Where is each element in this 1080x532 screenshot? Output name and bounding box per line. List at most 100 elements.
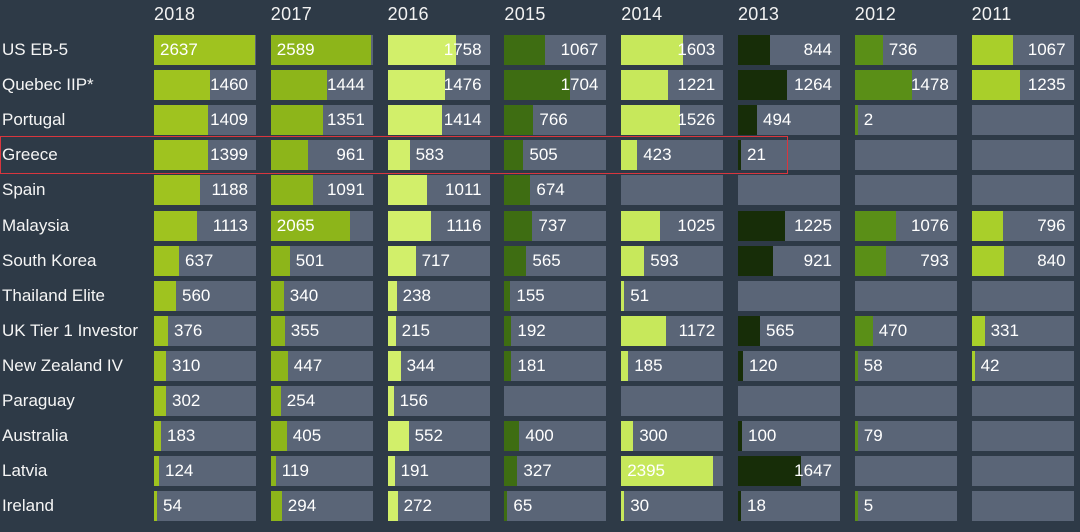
bar: [270, 210, 350, 241]
bar: [154, 350, 166, 381]
data-label: 552: [414, 426, 443, 446]
bar-track: [738, 175, 840, 206]
data-label: 124: [165, 461, 194, 481]
data-label: 58: [863, 355, 883, 375]
data-label: 674: [536, 180, 565, 200]
bar-track: [971, 386, 1074, 416]
bar: [504, 210, 533, 241]
year-label: 2015: [504, 4, 546, 24]
bar: [387, 70, 445, 101]
country-label: Australia: [2, 426, 69, 446]
bar-track: [621, 386, 724, 416]
data-label: 1444: [326, 75, 365, 95]
bar-track: 2: [854, 105, 957, 136]
bar: [621, 350, 629, 381]
bar-track: 501: [270, 245, 373, 276]
data-label: 1188: [211, 180, 248, 200]
bar-track: 191: [387, 456, 490, 487]
bar-track: 215: [387, 315, 490, 346]
data-label: 1113: [212, 215, 248, 235]
bar-track: [621, 175, 724, 206]
bar-track: 766: [504, 105, 607, 136]
data-label: 119: [281, 461, 309, 481]
bar: [854, 105, 858, 136]
country-label: Spain: [2, 180, 46, 200]
data-label: 120: [749, 355, 778, 375]
country-label: US EB-5: [2, 40, 69, 59]
bar: [154, 315, 168, 346]
data-label: 1025: [677, 215, 716, 235]
data-label: 300: [639, 426, 668, 446]
data-label: 254: [286, 391, 316, 410]
bar: [738, 70, 787, 101]
bar-track: 181: [504, 350, 607, 381]
bar: [621, 491, 625, 522]
bar: [270, 245, 290, 276]
bar: [387, 386, 394, 416]
bar-track: 100: [738, 421, 840, 452]
bar-track: 840: [971, 245, 1074, 276]
country-label: Malaysia: [2, 215, 70, 235]
bar-track: 300: [621, 421, 724, 452]
country-label: Portugal: [2, 110, 66, 130]
bar: [854, 210, 896, 241]
bar: [854, 421, 858, 452]
year-label: 2011: [971, 4, 1012, 24]
bar: [270, 140, 308, 171]
bar-track: [854, 280, 957, 311]
data-label: 736: [888, 40, 918, 59]
bar-track: 717: [387, 245, 490, 276]
data-label: 1704: [560, 75, 599, 95]
bar-track: 1351: [270, 105, 373, 136]
bar-track: 565: [504, 245, 607, 276]
bar: [387, 105, 442, 136]
country-label: Greece: [2, 145, 58, 165]
bar: [854, 491, 858, 522]
bar-track: 423: [621, 140, 724, 171]
data-label: 65: [513, 496, 533, 516]
bar: [621, 456, 714, 487]
bar-track: [971, 280, 1074, 311]
data-label: 30: [630, 496, 650, 516]
data-label: 355: [290, 320, 320, 340]
data-label: 2395: [627, 461, 666, 481]
data-label: 793: [920, 250, 949, 270]
bar-track: 494: [738, 105, 840, 136]
bar: [504, 315, 512, 346]
country-label: Paraguay: [2, 391, 75, 410]
bar: [621, 35, 684, 65]
bar-track: 327: [504, 456, 607, 487]
bar: [154, 70, 210, 101]
data-label: 51: [630, 285, 650, 305]
bar-track: [971, 175, 1074, 206]
data-label: 155: [516, 285, 545, 305]
bar-track: 1235: [971, 70, 1074, 101]
bar-track: [738, 280, 840, 311]
bar: [270, 280, 284, 311]
bar-track: 1025: [621, 210, 724, 241]
bar-track: 5: [854, 491, 957, 522]
bar: [154, 140, 208, 171]
bar: [270, 350, 288, 381]
bar-track: 1399: [154, 140, 256, 171]
bar-track: 183: [154, 421, 256, 452]
data-label: 505: [529, 145, 558, 165]
bar-track: 2395: [621, 456, 724, 487]
bar-track: 552: [387, 421, 490, 452]
bar: [621, 70, 669, 101]
bar-track: 637: [154, 245, 256, 276]
bar-track: 1704: [504, 70, 607, 101]
bar-track: 1116: [387, 210, 490, 241]
bar: [504, 280, 511, 311]
bar: [738, 315, 760, 346]
bar: [854, 70, 912, 101]
country-label: Thailand Elite: [2, 285, 106, 305]
data-label: 1647: [794, 461, 832, 481]
data-label: 1116: [446, 215, 482, 235]
data-label: 840: [1037, 250, 1066, 270]
bar-track: 1011: [387, 175, 490, 206]
bar-track: 793: [854, 245, 957, 276]
country-label: UK Tier 1 Investor: [2, 320, 139, 340]
bar: [504, 421, 520, 452]
data-label: 470: [878, 320, 908, 340]
